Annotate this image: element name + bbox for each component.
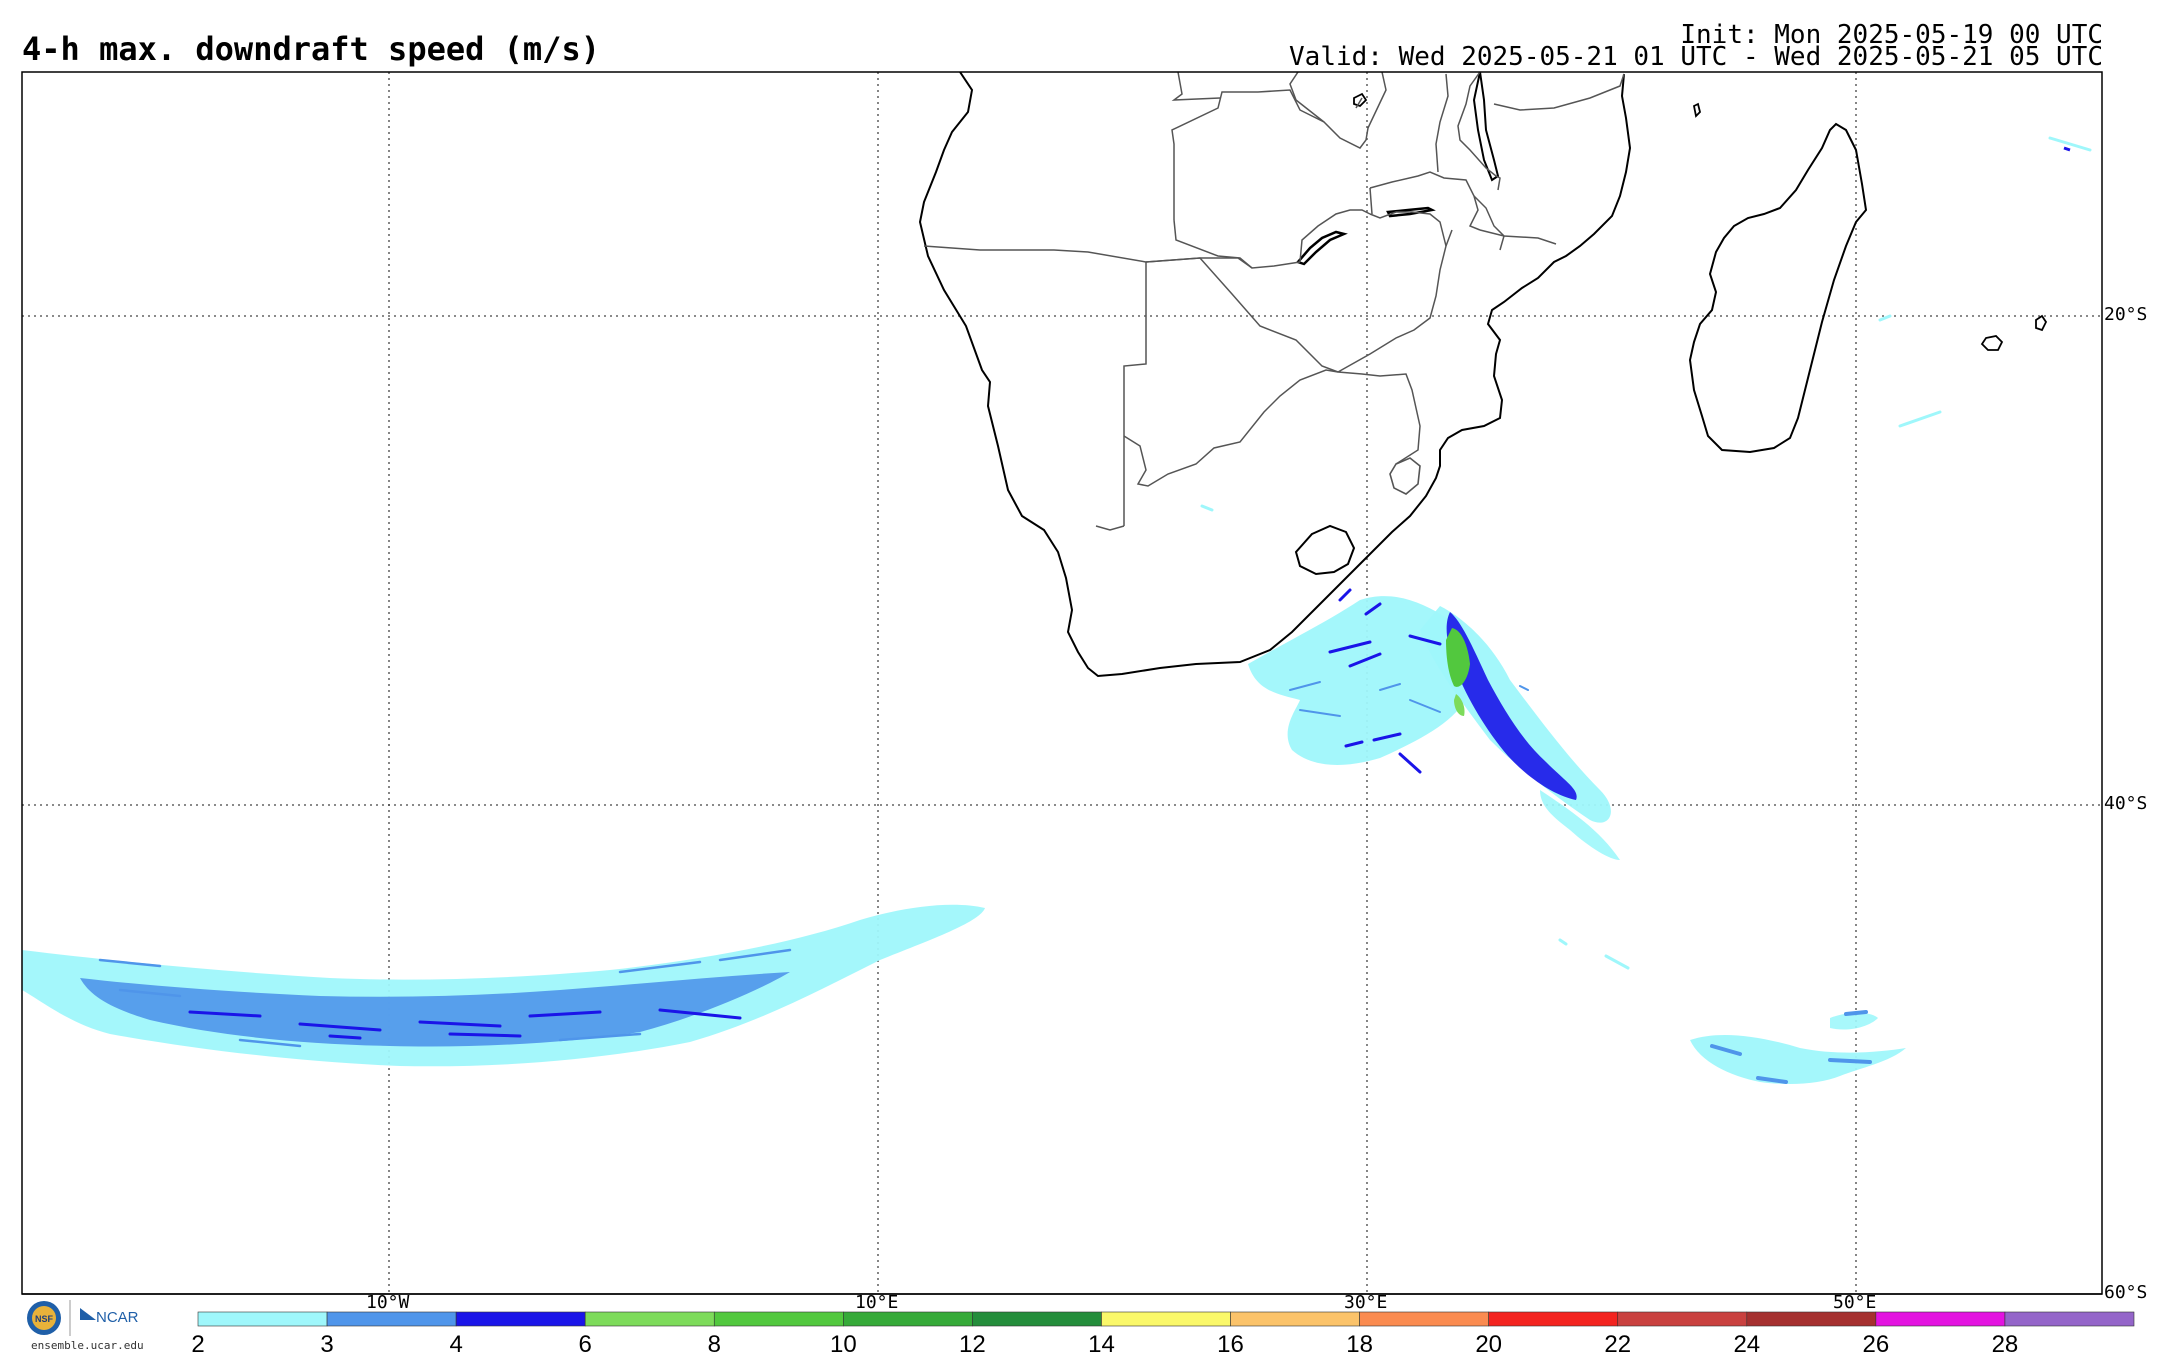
lon-label-30e: 30°E (1344, 1292, 1388, 1313)
ncar-logo-icon: NCAR (80, 1308, 139, 1326)
source-url: ensemble.ucar.edu (31, 1339, 144, 1352)
lake-malawi (1472, 72, 1500, 182)
eswatini-border (1389, 457, 1421, 495)
field-cyan-specks (1200, 136, 2092, 970)
field-blue-streaks-southeast (1710, 1010, 1872, 1084)
field-blue-speck-ne (2063, 146, 2071, 152)
valid-time: Valid: Wed 2025-05-21 01 UTC - Wed 2025-… (1289, 42, 2103, 72)
logo-block: NSF NCAR (27, 1300, 139, 1336)
field-blue-streaks-agulhas (1328, 588, 1442, 774)
field-green-core (1446, 628, 1470, 687)
lat-label-40s: 40°S (2104, 793, 2148, 814)
field-green-core-2 (1454, 694, 1465, 716)
africa-coastline (918, 72, 1632, 678)
lake-cahora-bassa (1386, 206, 1436, 218)
lake-kariba (1295, 230, 1348, 266)
field-blue-band (1446, 612, 1577, 800)
lat-label-60s: 60°S (2104, 1282, 2148, 1303)
field-cyan-southeast-2 (1830, 1012, 1878, 1030)
lat-label-20s: 20°S (2104, 304, 2148, 325)
lake-bangweulu (1353, 92, 1368, 108)
graticule (22, 72, 2102, 1294)
downdraft-field-southeast (1200, 136, 2092, 1084)
downdraft-field-south-atlantic (22, 904, 985, 1067)
ncar-logo-text: NCAR (96, 1309, 139, 1326)
mauritius-island (2035, 314, 2048, 332)
init-time: Init: Mon 2025-05-19 00 UTC (1680, 20, 2103, 50)
lesotho-border (1294, 524, 1356, 576)
downdraft-field-agulhas (1248, 588, 1620, 860)
madagascar-coastline (1688, 122, 1868, 454)
lon-label-10w: 10°W (366, 1292, 410, 1313)
lon-label-10e: 10°E (855, 1292, 899, 1313)
comoros-island (1692, 102, 1701, 118)
nsf-logo-icon: NSF (27, 1301, 61, 1335)
reunion-island (1980, 335, 2004, 351)
field-cyan-tail (1540, 790, 1620, 860)
nsf-logo-text: NSF (35, 1314, 54, 1324)
field-lightblue-streaks-agulhas (1289, 681, 1529, 717)
country-borders (923, 72, 1625, 531)
map-title: 4-h max. downdraft speed (m/s) (22, 30, 600, 68)
field-cyan-southeast (1690, 1034, 1906, 1084)
field-darkblue-streaks (188, 1008, 742, 1040)
field-lightblue-swath (80, 972, 790, 1047)
map-frame (21, 71, 2103, 1295)
field-lightblue-streaks (98, 948, 792, 1048)
lon-label-50e: 50°E (1833, 1292, 1877, 1313)
